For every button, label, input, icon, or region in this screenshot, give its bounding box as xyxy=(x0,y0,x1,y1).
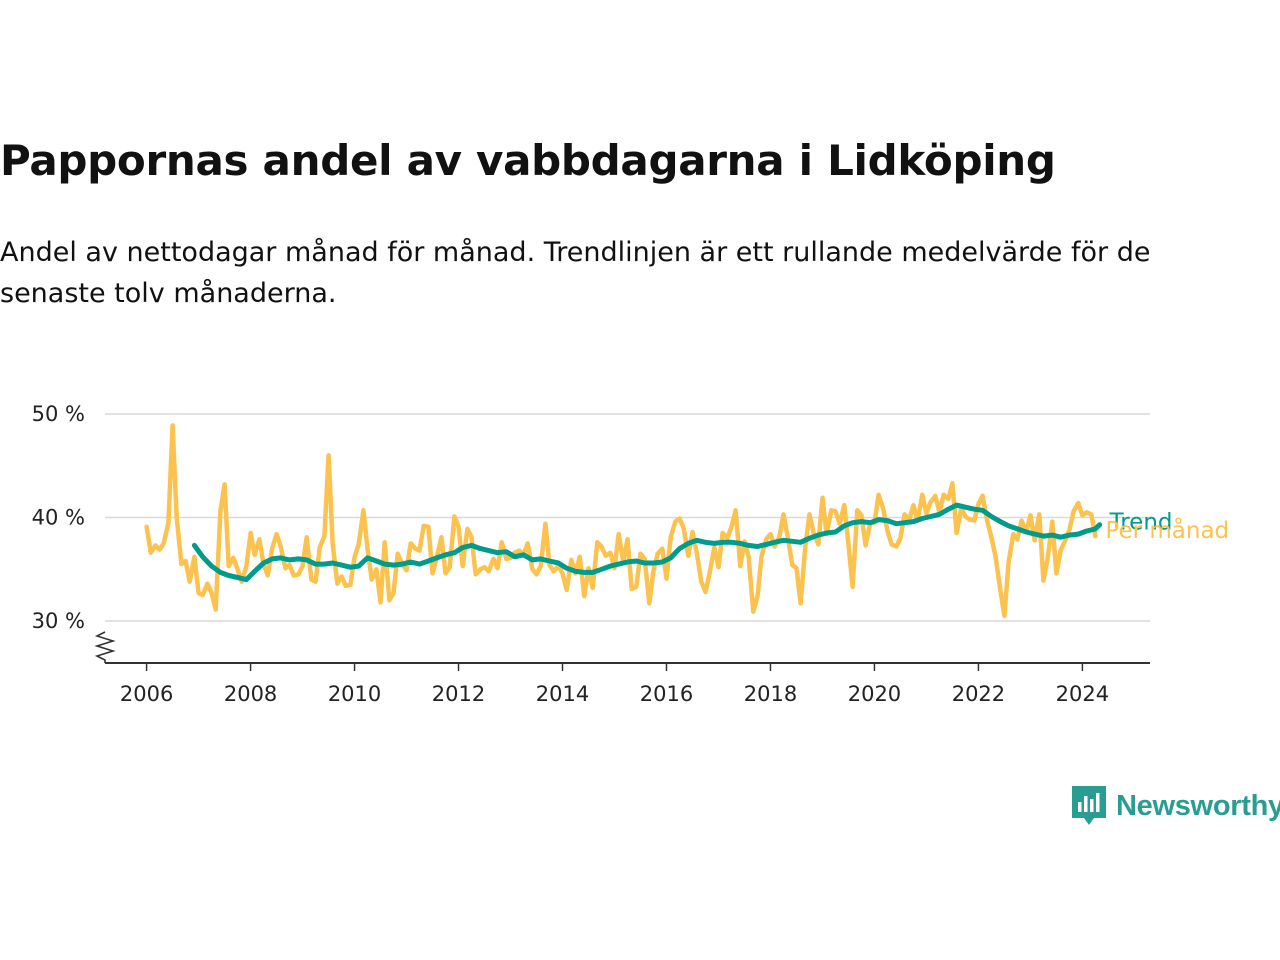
x-tick-label: 2008 xyxy=(224,682,277,706)
x-tick-label: 2016 xyxy=(640,682,693,706)
line-chart: 30 % 40 % 50 % 2006 2008 2010 2012 2014 2016 201… xyxy=(32,402,1230,706)
x-tick-label: 2012 xyxy=(432,682,485,706)
x-tick-label: 2020 xyxy=(848,682,901,706)
series-line-trend xyxy=(191,502,1103,583)
brand-name: Newsworthy xyxy=(1116,789,1280,822)
y-axis: 30 % 40 % 50 % xyxy=(32,402,116,663)
x-tick-label: 2024 xyxy=(1056,682,1109,706)
x-tick-label: 2018 xyxy=(744,682,797,706)
y-tick-label: 30 % xyxy=(32,609,85,633)
x-tick-label: 2022 xyxy=(952,682,1005,706)
y-tick-label: 40 % xyxy=(32,506,85,530)
chart-series xyxy=(144,423,1103,619)
x-tick-label: 2006 xyxy=(120,682,173,706)
page-subtitle: Andel av nettodagar månad för månad. Tre… xyxy=(0,237,1151,309)
y-tick-label: 50 % xyxy=(32,402,85,426)
y-axis-break-icon xyxy=(94,631,116,663)
series-line-per-manad xyxy=(144,423,1098,619)
brand-logo: Newsworthy xyxy=(1072,786,1280,826)
series-label-trend: Trend xyxy=(1109,510,1173,536)
newsworthy-logo-icon xyxy=(1072,786,1106,825)
x-axis: 2006 2008 2010 2012 2014 2016 2018 2020 2022 2024 xyxy=(105,662,1150,706)
x-tick-label: 2010 xyxy=(328,682,381,706)
series-label-per-manad: Per månad xyxy=(1105,516,1229,544)
x-tick-label: 2014 xyxy=(536,682,589,706)
page-title: Pappornas andel av vabbdagarna i Lidköpi… xyxy=(0,136,1056,185)
